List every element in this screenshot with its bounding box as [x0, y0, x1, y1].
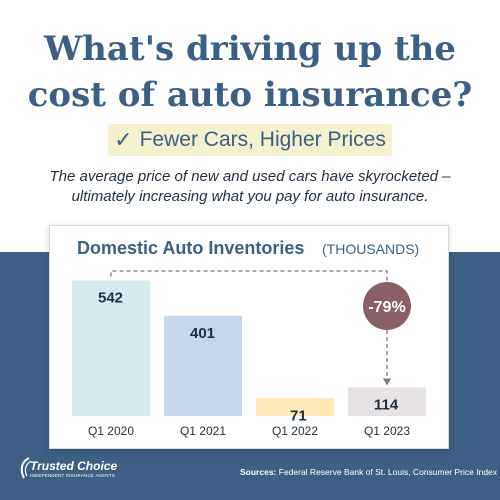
bar — [72, 280, 150, 416]
chart-unit-label: (THOUSANDS) — [322, 241, 419, 257]
bar — [256, 398, 334, 416]
bar-value-label: 114 — [374, 397, 399, 414]
annotation-arrowhead-icon — [383, 378, 391, 386]
logo-tagline: INDEPENDENT INSURANCE AGENTS — [30, 473, 116, 478]
description-line-1: The average price of new and used cars h… — [49, 168, 451, 185]
x-tick-label: Q1 2022 — [272, 424, 318, 438]
annotation-badge-label: -79% — [368, 299, 405, 316]
title-line-2: cost of auto insurance? — [27, 75, 473, 115]
check-icon: ✓ — [114, 127, 133, 152]
sources-text: Federal Reserve Bank of St. Louis, Consu… — [278, 467, 498, 477]
subtitle-highlight: ✓ Fewer Cars, Higher Prices — [108, 124, 392, 156]
title-line-1: What's driving up the — [43, 29, 457, 69]
logo-name: Trusted Choice — [30, 459, 118, 473]
description: The average price of new and used cars h… — [0, 167, 500, 207]
annotation-connector — [110, 270, 388, 282]
bar-chart: Domestic Auto Inventories (THOUSANDS) 54… — [72, 238, 426, 438]
subtitle-text: Fewer Cars, Higher Prices — [139, 128, 386, 151]
page-title: What's driving up the cost of auto insur… — [0, 26, 500, 118]
bar-value-label: 71 — [290, 407, 307, 424]
bar — [348, 387, 426, 416]
bar-value-label: 401 — [190, 325, 215, 342]
x-tick-label: Q1 2023 — [364, 424, 410, 438]
annotation-badge — [363, 282, 411, 330]
x-tick-label: Q1 2021 — [180, 424, 226, 438]
sources-label: Sources: — [240, 467, 277, 477]
sources-note: Sources: Federal Reserve Bank of St. Lou… — [240, 467, 497, 477]
bar-value-label: 542 — [98, 290, 123, 307]
logo-swoosh-icon — [20, 457, 32, 479]
description-line-2: ultimately increasing what you pay for a… — [71, 188, 429, 205]
x-tick-label: Q1 2020 — [88, 424, 134, 438]
trusted-choice-logo: Trusted Choice INDEPENDENT INSURANCE AGE… — [18, 456, 138, 486]
chart-card: Domestic Auto Inventories (THOUSANDS) 54… — [49, 225, 449, 449]
bar — [164, 315, 242, 416]
chart-title: Domestic Auto Inventories — [77, 238, 304, 258]
